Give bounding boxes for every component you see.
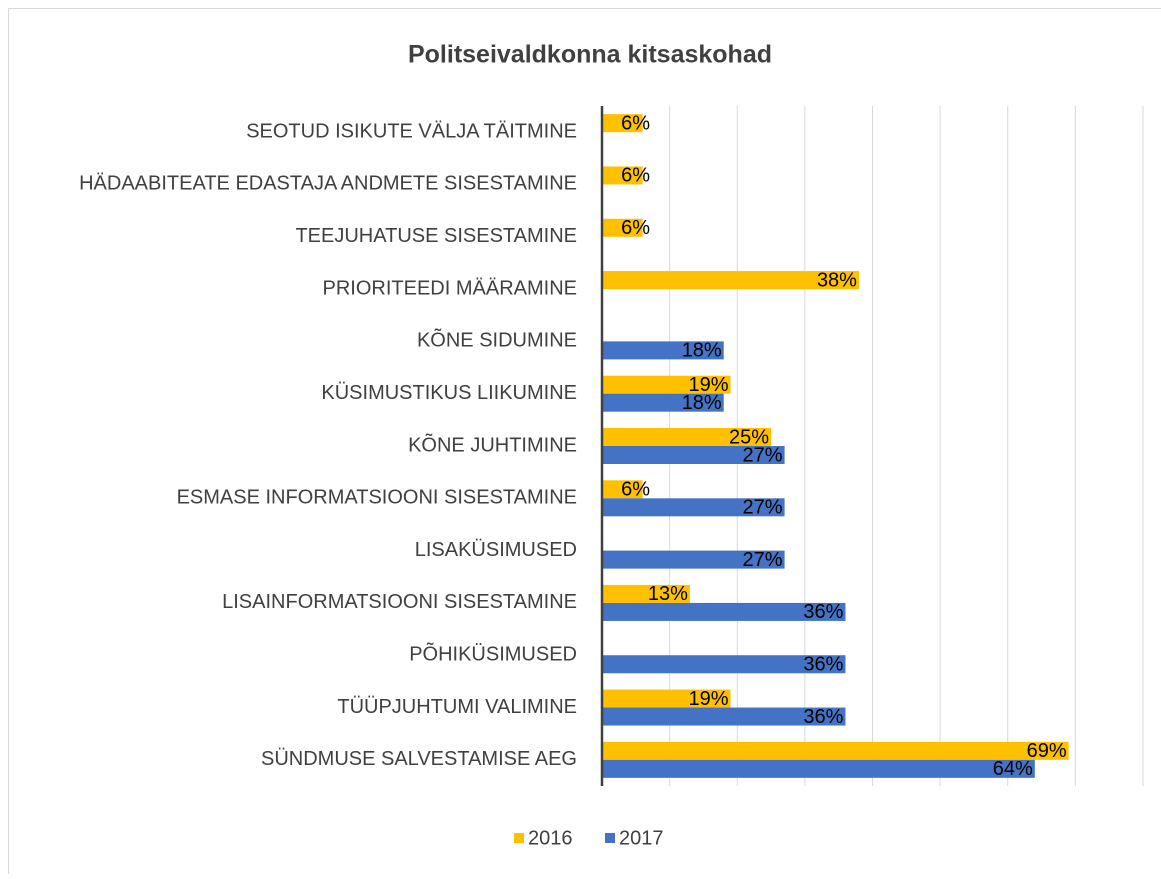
- y-tick-label: KÜSIMUSTIKUS LIIKUMINE: [321, 382, 577, 404]
- y-tick-label: SÜNDMUSE SALVESTAMISE AEG: [261, 748, 577, 770]
- data-label: 27%: [743, 497, 783, 519]
- data-label: 18%: [682, 392, 722, 414]
- chart-title: Politseivaldkonna kitsaskohad: [408, 41, 772, 69]
- data-label: 64%: [993, 758, 1033, 780]
- y-tick-label: LISAKÜSIMUSED: [415, 539, 577, 561]
- legend-swatch: [605, 833, 615, 843]
- data-label: 36%: [803, 601, 843, 623]
- data-label: 6%: [621, 112, 650, 134]
- data-label: 36%: [803, 706, 843, 728]
- data-label: 18%: [682, 340, 722, 362]
- data-label: 19%: [688, 688, 728, 710]
- y-tick-label: KÕNE SIDUMINE: [417, 328, 577, 352]
- legend-label: 2016: [528, 827, 573, 849]
- legend-swatch: [514, 833, 524, 843]
- y-tick-label: SEOTUD ISIKUTE VÄLJA TÄITMINE: [246, 120, 577, 142]
- data-label: 36%: [803, 654, 843, 676]
- y-tick-label: HÄDAABITEATE EDASTAJA ANDMETE SISESTAMIN…: [79, 173, 577, 195]
- data-label: 6%: [621, 217, 650, 239]
- data-label: 27%: [743, 444, 783, 466]
- y-tick-label: ESMASE INFORMATSIOONI SISESTAMINE: [177, 487, 577, 509]
- y-tick-label: PÕHIKÜSIMUSED: [409, 642, 577, 666]
- y-tick-label: TEEJUHATUSE SISESTAMINE: [295, 225, 577, 247]
- data-label: 6%: [621, 479, 650, 501]
- legend-label: 2017: [619, 827, 664, 849]
- data-label: 27%: [743, 549, 783, 571]
- data-label: 38%: [817, 269, 857, 291]
- data-label: 13%: [648, 583, 688, 605]
- data-label: 6%: [621, 165, 650, 187]
- y-tick-label: KÕNE JUHTIMINE: [408, 432, 577, 456]
- y-tick-label: TÜÜPJUHTUMI VALIMINE: [337, 696, 577, 718]
- bar: [602, 760, 1035, 778]
- y-tick-label: LISAINFORMATSIOONI SISESTAMINE: [222, 591, 577, 613]
- y-tick-label: PRIORITEEDI MÄÄRAMINE: [323, 277, 577, 299]
